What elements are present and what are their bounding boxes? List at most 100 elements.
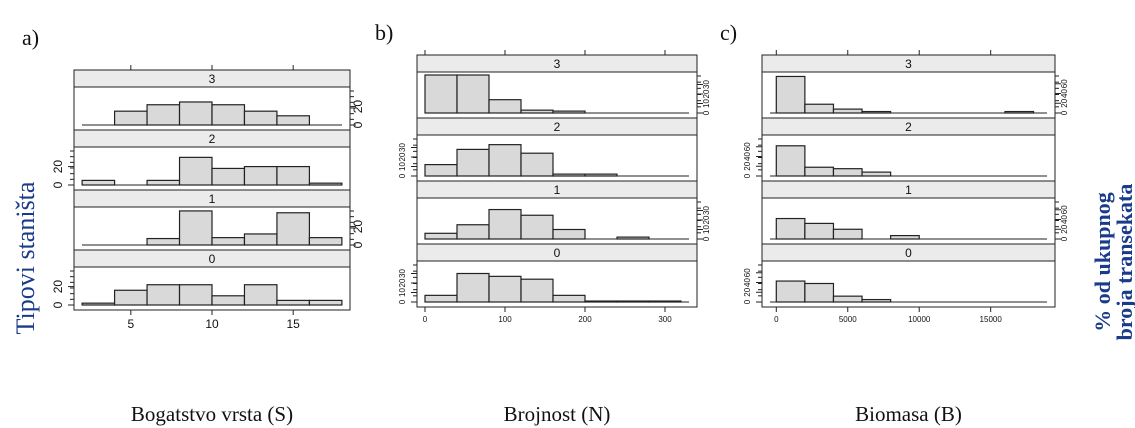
x-axis-title: Bogatstvo vrsta (S): [131, 402, 293, 426]
y-tick-label: 0: [1060, 236, 1069, 241]
x-tick-label: 0: [423, 315, 428, 324]
histogram-bar: [456, 148, 490, 177]
histogram-bar: [146, 104, 181, 126]
histogram-bar: [178, 101, 213, 126]
histogram-bar: [488, 275, 522, 303]
histogram-bar: [308, 299, 343, 306]
histogram-bar: [775, 75, 806, 114]
x-axis-title: Biomasa (B): [855, 402, 962, 426]
histogram-bar: [775, 145, 806, 177]
histogram-bar: [308, 237, 343, 246]
y-tick-label: 0: [398, 299, 407, 304]
histogram-bar: [81, 179, 116, 186]
y-tick-label: 20: [398, 152, 407, 161]
histogram-bar: [146, 179, 181, 186]
y-tick-label: 20: [351, 100, 365, 114]
histogram-bar: [113, 289, 148, 306]
y-tick-label: 40: [1060, 215, 1069, 224]
y-tick-label: 20: [351, 220, 365, 234]
y-tick-label: 0: [51, 301, 65, 308]
histogram-bar: [832, 108, 863, 114]
histogram-bar: [832, 295, 863, 303]
y-tick-label: 0: [51, 181, 65, 188]
y-tick-label: 60: [1060, 205, 1069, 214]
y-tick-label: 0: [702, 236, 711, 241]
histogram-bar: [861, 110, 892, 114]
histogram-bar: [488, 208, 522, 240]
histogram-bar: [276, 299, 311, 306]
strip-label: 0: [554, 246, 561, 260]
y-tick-label: 0: [398, 173, 407, 178]
strip-label: 3: [554, 57, 561, 71]
histogram-bar: [832, 168, 863, 177]
histogram-bar: [648, 300, 682, 303]
histogram-bar: [276, 212, 311, 246]
histogram-bar: [552, 173, 586, 177]
histogram-bar: [616, 236, 650, 240]
histogram-bar: [552, 294, 586, 303]
histogram-bar: [804, 282, 835, 303]
histogram-bar: [861, 298, 892, 303]
strip-label: 0: [905, 246, 912, 260]
histogram-bar: [1004, 110, 1035, 114]
histogram-bar: [584, 300, 618, 303]
x-tick-label: 0: [774, 315, 779, 324]
y-tick-label: 20: [743, 287, 752, 296]
y-tick-label: 20: [743, 161, 752, 170]
histogram-bar: [178, 156, 213, 186]
y-tick-label: 20: [398, 278, 407, 287]
histogram-bar: [456, 272, 490, 303]
y-tick-label: 40: [1060, 89, 1069, 98]
histogram-bar: [113, 110, 148, 126]
x-tick-label: 5: [127, 317, 134, 331]
histogram-bar: [276, 165, 311, 186]
histogram-bar: [456, 224, 490, 240]
y-tick-label: 10: [398, 288, 407, 297]
histogram-bar: [178, 284, 213, 306]
strip-label: 1: [554, 183, 561, 197]
histogram-bar: [424, 232, 458, 240]
panel-letter: a): [22, 25, 39, 50]
y-tick-label: 20: [702, 215, 711, 224]
y-tick-label: 0: [351, 121, 365, 128]
histogram-bar: [861, 171, 892, 177]
histogram-bar: [890, 234, 920, 240]
y-tick-label: 20: [702, 89, 711, 98]
x-tick-label: 10000: [908, 315, 931, 324]
histogram-bar: [520, 109, 554, 114]
histogram-bar: [243, 165, 278, 186]
strip-label: 3: [209, 72, 216, 86]
histogram-bar: [804, 166, 835, 177]
histogram-bar: [520, 214, 554, 240]
histogram-bar: [178, 210, 213, 246]
strip-label: 2: [209, 132, 216, 146]
y-tick-label: 30: [702, 80, 711, 89]
y-tick-label: 60: [743, 268, 752, 277]
x-tick-label: 15000: [980, 315, 1003, 324]
y-tick-label: 10: [702, 99, 711, 108]
histogram-bar: [276, 115, 311, 126]
histogram-bar: [146, 284, 181, 306]
y-axis-title: Tipovi staništa: [11, 181, 40, 334]
y-tick-label: 0: [743, 299, 752, 304]
y-tick-label: 0: [351, 241, 365, 248]
histogram-bar: [584, 173, 618, 177]
y-tick-label: 40: [743, 152, 752, 161]
histogram-bar: [804, 103, 835, 114]
panel-letter: c): [720, 20, 737, 45]
x-tick-label: 5000: [839, 315, 857, 324]
right-axis-title-line2: broja transekata: [1112, 184, 1135, 341]
y-tick-label: 10: [398, 162, 407, 171]
histogram-bar: [832, 228, 863, 240]
x-tick-label: 15: [286, 317, 300, 331]
y-tick-label: 60: [743, 142, 752, 151]
histogram-bar: [146, 237, 181, 246]
histogram-bar: [211, 104, 246, 126]
strip-label: 2: [905, 120, 912, 134]
histogram-bar: [775, 280, 806, 303]
y-tick-label: 0: [743, 173, 752, 178]
histogram-bar: [552, 228, 586, 240]
